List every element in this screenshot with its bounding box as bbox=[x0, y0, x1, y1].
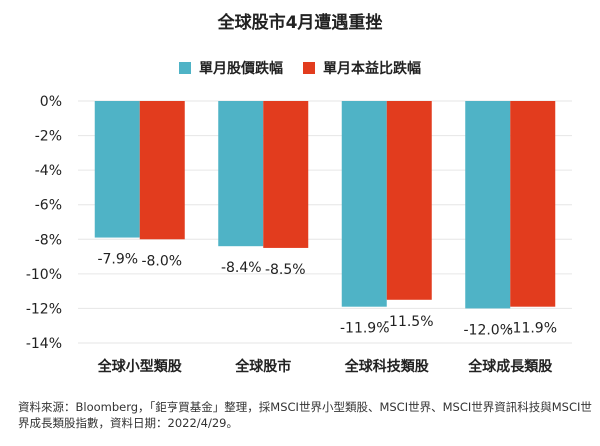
bar-series2 bbox=[510, 101, 556, 307]
y-tick-label: -2% bbox=[35, 129, 62, 145]
data-label: -8.0% bbox=[141, 253, 182, 269]
bar-series2 bbox=[386, 101, 432, 300]
y-tick-label: -6% bbox=[35, 198, 62, 214]
source-note: 資料來源：Bloomberg，「鉅亨買基金」整理，採MSCI世界小型類股、MSC… bbox=[18, 400, 592, 430]
y-tick-label: -14% bbox=[26, 336, 62, 352]
bar-series2 bbox=[139, 101, 185, 240]
data-label: -12.0% bbox=[463, 322, 513, 338]
legend-label-series2: 單月本益比跌幅 bbox=[323, 61, 421, 77]
bar-chart-plot: 0% -2% -4% -6% -8% -10% -12% -14% -7.9% -8.0% 全球小型… bbox=[26, 94, 572, 375]
legend-label-series1: 單月股價跌幅 bbox=[199, 61, 283, 77]
y-tick-label: -10% bbox=[26, 267, 62, 283]
bar-series1 bbox=[218, 101, 264, 247]
y-tick-label: -4% bbox=[35, 163, 62, 179]
data-label: -11.5% bbox=[384, 314, 434, 330]
x-tick-label: 全球小型類股 bbox=[97, 358, 183, 375]
bar-series1 bbox=[465, 101, 511, 309]
legend-swatch-series1 bbox=[179, 62, 191, 74]
legend: 單月股價跌幅 單月本益比跌幅 bbox=[0, 58, 600, 78]
data-label: -11.9% bbox=[507, 321, 557, 337]
legend-swatch-series2 bbox=[303, 62, 315, 74]
y-tick-label: 0% bbox=[40, 94, 62, 110]
data-label: -7.9% bbox=[97, 252, 138, 268]
x-tick-label: 全球成長類股 bbox=[467, 358, 553, 375]
legend-item-series2: 單月本益比跌幅 bbox=[303, 58, 421, 78]
data-label: -11.9% bbox=[340, 321, 390, 337]
x-tick-label: 全球股市 bbox=[234, 358, 291, 375]
chart-title: 全球股市4月遭遇重挫 bbox=[217, 13, 383, 33]
y-tick-label: -12% bbox=[26, 301, 62, 317]
y-tick-label: -8% bbox=[35, 232, 62, 248]
bar-series1 bbox=[94, 101, 140, 238]
data-label: -8.5% bbox=[265, 262, 306, 278]
legend-item-series1: 單月股價跌幅 bbox=[179, 58, 283, 78]
bar-series1 bbox=[341, 101, 387, 307]
x-tick-label: 全球科技類股 bbox=[344, 358, 430, 375]
data-label: -8.4% bbox=[221, 260, 262, 276]
bar-series2 bbox=[263, 101, 309, 248]
